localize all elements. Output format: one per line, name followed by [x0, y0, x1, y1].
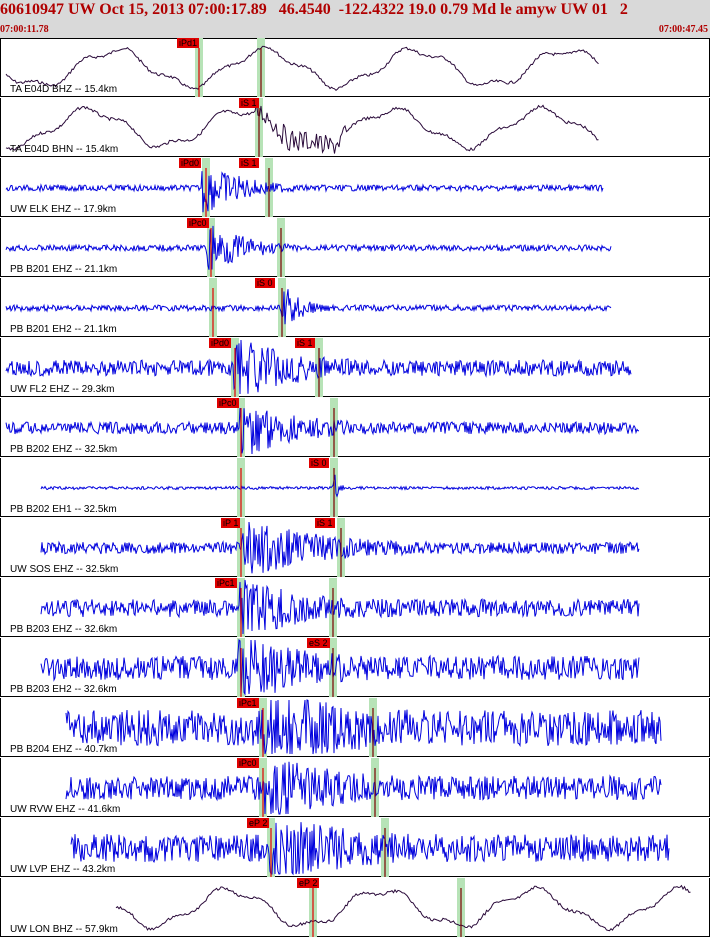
- station-label: PB B201 EH2 -- 21.1km: [10, 324, 117, 335]
- pick-tag[interactable]: eP 2: [247, 818, 270, 828]
- waveform: [5, 45, 599, 91]
- waveform: [40, 474, 640, 498]
- event-title: 60610947 UW Oct 15, 2013 07:00:17.89 46.…: [0, 1, 628, 18]
- waveform: [5, 103, 599, 154]
- waveform: [40, 638, 640, 696]
- station-label: TA E04D BHZ -- 15.4km: [10, 84, 118, 95]
- station-label: UW FL2 EHZ -- 29.3km: [10, 384, 115, 395]
- pick-tag[interactable]: iPc1: [237, 698, 259, 708]
- trace-panel[interactable]: iPd0 iS 1 UW ELK EHZ -- 17.9km: [0, 158, 710, 217]
- station-label: UW ELK EHZ -- 17.9km: [10, 204, 117, 215]
- seismogram-panels: iPd1 TA E04D BHZ -- 15.4km iS 1 TA E04D BHN…: [0, 38, 710, 938]
- trace-panel[interactable]: iPc0 UW RVW EHZ -- 41.6km: [0, 758, 710, 817]
- trace-panel[interactable]: iS 1 TA E04D BHN -- 15.4km: [0, 98, 710, 157]
- time-end-label: 07:00:47.45: [658, 24, 708, 35]
- waveform: [65, 699, 662, 755]
- waveform: [5, 225, 612, 270]
- waveform: [5, 289, 612, 325]
- seismogram-trace: [5, 158, 604, 217]
- seismogram-trace: [65, 758, 662, 817]
- seismogram-trace: [5, 218, 612, 277]
- pick-tag[interactable]: iPc0: [187, 218, 209, 228]
- pick-tag[interactable]: iS 1: [315, 518, 335, 528]
- trace-panel[interactable]: eP 2 UW LVP EHZ -- 43.2km: [0, 818, 710, 877]
- trace-panel[interactable]: iPc1 PB B203 EHZ -- 32.6km: [0, 578, 710, 637]
- station-label: PB B202 EH1 -- 32.5km: [10, 504, 117, 515]
- pick-tag[interactable]: iPd1: [177, 38, 200, 48]
- waveform: [5, 407, 639, 455]
- seismogram-trace: [5, 398, 639, 457]
- pick-tag[interactable]: eS 2: [307, 638, 330, 648]
- seismogram-trace: [40, 638, 640, 697]
- pick-tag[interactable]: iPc0: [217, 398, 239, 408]
- pick-tag[interactable]: iS 0: [309, 458, 329, 468]
- seismogram-trace: [5, 38, 599, 97]
- pick-tag[interactable]: iP 1: [221, 518, 241, 528]
- seismogram-trace: [5, 278, 612, 337]
- trace-panel[interactable]: iPc0 PB B201 EHZ -- 21.1km: [0, 218, 710, 277]
- waveform: [65, 761, 662, 815]
- pick-tag[interactable]: iS 1: [239, 158, 259, 168]
- seismogram-trace: [5, 98, 599, 157]
- pick-tag[interactable]: iS 1: [239, 98, 259, 108]
- trace-panel[interactable]: eP 2 UW LON BHZ -- 57.9km: [0, 878, 710, 937]
- trace-panel[interactable]: iS 0 PB B202 EH1 -- 32.5km: [0, 458, 710, 517]
- station-label: UW LON BHZ -- 57.9km: [10, 924, 118, 935]
- pick-tag[interactable]: iS 0: [255, 278, 275, 288]
- waveform: [70, 822, 670, 876]
- trace-panel[interactable]: iPd0 iS 1 UW FL2 EHZ -- 29.3km: [0, 338, 710, 397]
- station-label: UW LVP EHZ -- 43.2km: [10, 864, 116, 875]
- event-header: 60610947 UW Oct 15, 2013 07:00:17.89 46.…: [0, 0, 710, 39]
- station-label: PB B202 EHZ -- 32.5km: [10, 444, 118, 455]
- seismogram-trace: [5, 338, 632, 397]
- seismogram-trace: [115, 878, 691, 937]
- station-label: PB B204 EHZ -- 40.7km: [10, 744, 118, 755]
- station-label: PB B203 EHZ -- 32.6km: [10, 624, 118, 635]
- pick-tag[interactable]: eP 2: [297, 878, 320, 888]
- trace-panel[interactable]: iPc1 PB B204 EHZ -- 40.7km: [0, 698, 710, 757]
- trace-panel[interactable]: iPd1 TA E04D BHZ -- 15.4km: [0, 38, 710, 97]
- seismogram-trace: [65, 698, 662, 757]
- trace-panel[interactable]: iS 0 PB B201 EH2 -- 21.1km: [0, 278, 710, 337]
- pick-tag[interactable]: iS 1: [295, 338, 315, 348]
- pick-tag[interactable]: iPc1: [215, 578, 237, 588]
- waveform: [40, 521, 640, 574]
- seismogram-trace: [40, 518, 640, 577]
- station-label: PB B203 EH2 -- 32.6km: [10, 684, 117, 695]
- seismogram-trace: [40, 458, 640, 517]
- trace-panel[interactable]: eS 2 PB B203 EH2 -- 32.6km: [0, 638, 710, 697]
- seismogram-trace: [40, 578, 640, 637]
- pick-tag[interactable]: iPc0: [237, 758, 259, 768]
- station-label: PB B201 EHZ -- 21.1km: [10, 264, 118, 275]
- waveform: [115, 884, 691, 932]
- seismogram-trace: [70, 818, 670, 877]
- time-start-label: 07:00:11.78: [0, 24, 49, 35]
- trace-panel[interactable]: iPc0 PB B202 EHZ -- 32.5km: [0, 398, 710, 457]
- trace-panel[interactable]: iP 1 iS 1 UW SOS EHZ -- 32.5km: [0, 518, 710, 577]
- station-label: TA E04D BHN -- 15.4km: [10, 144, 119, 155]
- station-label: UW SOS EHZ -- 32.5km: [10, 564, 119, 575]
- waveform: [5, 171, 604, 213]
- waveform: [40, 579, 640, 635]
- pick-tag[interactable]: iPd0: [209, 338, 232, 348]
- pick-tag[interactable]: iPd0: [179, 158, 202, 168]
- station-label: UW RVW EHZ -- 41.6km: [10, 804, 121, 815]
